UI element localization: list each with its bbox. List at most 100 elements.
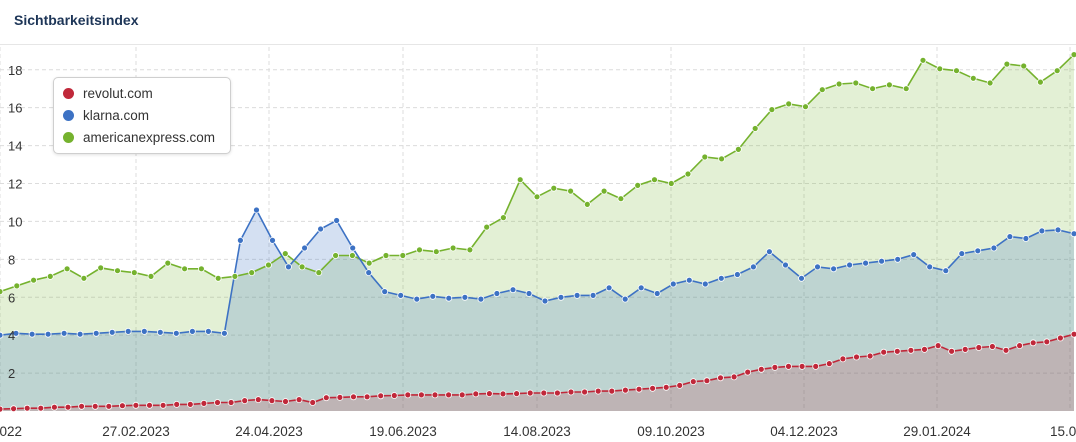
data-point xyxy=(573,291,581,299)
data-point xyxy=(771,363,779,371)
data-point xyxy=(164,259,172,267)
data-point xyxy=(869,85,876,93)
data-point xyxy=(635,385,643,393)
data-point xyxy=(97,264,105,272)
data-point xyxy=(934,342,942,350)
x-axis-ticks: 022 27.02.2023 24.04.2023 19.06.2023 14.08.2… xyxy=(0,424,1076,439)
data-point xyxy=(878,257,885,265)
data-point xyxy=(295,396,303,404)
area-americanexpress-com xyxy=(0,54,1074,411)
data-point xyxy=(893,347,901,355)
area-klarna-com xyxy=(0,210,1074,411)
data-point xyxy=(1029,339,1037,347)
data-point xyxy=(483,223,491,231)
data-point xyxy=(830,265,837,273)
y-tick-label: 10 xyxy=(8,214,22,229)
data-point xyxy=(350,393,357,401)
data-point xyxy=(975,344,983,351)
data-point xyxy=(986,79,994,87)
legend-item-klarna[interactable]: klarna.com xyxy=(63,105,149,125)
data-point xyxy=(132,401,140,409)
data-point xyxy=(989,343,996,350)
data-point xyxy=(10,405,18,413)
data-point xyxy=(301,244,309,252)
data-point xyxy=(766,248,773,256)
data-point xyxy=(241,397,249,405)
legend-label: americanexpress.com xyxy=(83,129,216,145)
data-point xyxy=(268,397,276,405)
data-point xyxy=(866,352,874,360)
data-point xyxy=(718,155,725,163)
data-point xyxy=(333,217,341,224)
data-point xyxy=(348,252,356,259)
legend-item-revolut[interactable]: revolut.com xyxy=(63,83,153,103)
data-point xyxy=(802,103,809,111)
data-point xyxy=(825,360,833,368)
chart-areas xyxy=(0,54,1074,411)
data-point xyxy=(684,170,692,178)
chart-points xyxy=(0,51,1076,413)
data-point xyxy=(1054,226,1062,234)
y-tick-label: 2 xyxy=(8,366,15,381)
data-point xyxy=(461,293,469,301)
data-point xyxy=(156,328,164,336)
data-point xyxy=(853,353,860,361)
data-point xyxy=(227,399,235,406)
data-point xyxy=(248,269,256,277)
data-point xyxy=(921,345,928,353)
data-point xyxy=(730,373,738,381)
y-tick-label: 18 xyxy=(8,63,22,78)
chart-title: Sichtbarkeitsindex xyxy=(14,12,139,28)
data-point xyxy=(554,389,561,397)
data-point xyxy=(37,404,45,412)
data-point xyxy=(637,284,645,292)
data-point xyxy=(961,345,969,353)
x-tick-label: 27.02.2023 xyxy=(102,424,170,439)
data-point xyxy=(0,405,4,413)
data-point xyxy=(969,74,977,82)
data-point xyxy=(365,269,373,277)
data-point xyxy=(1003,60,1011,68)
data-point xyxy=(667,180,675,187)
data-point xyxy=(583,200,591,208)
data-point xyxy=(200,399,208,407)
data-point xyxy=(0,331,4,339)
x-tick-label: 15.0 xyxy=(1050,424,1076,439)
y-tick-label: 14 xyxy=(8,139,22,154)
y-tick-label: 16 xyxy=(8,101,22,116)
x-tick-label: 04.12.2023 xyxy=(770,424,838,439)
data-point xyxy=(525,290,533,297)
data-point xyxy=(605,284,613,292)
data-point xyxy=(315,269,323,277)
data-point xyxy=(1070,51,1076,58)
data-point xyxy=(92,329,100,337)
legend-item-americanexpress[interactable]: americanexpress.com xyxy=(63,127,215,147)
data-point xyxy=(188,327,196,335)
data-point xyxy=(493,290,501,297)
data-point xyxy=(332,252,340,259)
data-point xyxy=(253,206,260,214)
data-point xyxy=(701,280,709,288)
data-point xyxy=(30,276,37,284)
data-point xyxy=(381,288,389,296)
data-point xyxy=(76,330,84,338)
data-point xyxy=(197,265,205,273)
data-point xyxy=(46,272,54,280)
data-point xyxy=(634,181,642,189)
data-point xyxy=(60,329,68,337)
data-point xyxy=(349,244,357,252)
data-point xyxy=(119,402,126,410)
x-tick-label: 19.06.2023 xyxy=(369,424,437,439)
data-point xyxy=(363,393,371,401)
data-point xyxy=(1070,230,1076,238)
data-point xyxy=(281,250,289,258)
data-point xyxy=(617,195,625,203)
data-point xyxy=(919,56,927,64)
data-point xyxy=(600,187,608,195)
data-point xyxy=(782,261,789,269)
data-point xyxy=(567,388,575,396)
data-point xyxy=(1006,233,1014,241)
data-point xyxy=(734,271,741,278)
data-point xyxy=(12,329,20,337)
